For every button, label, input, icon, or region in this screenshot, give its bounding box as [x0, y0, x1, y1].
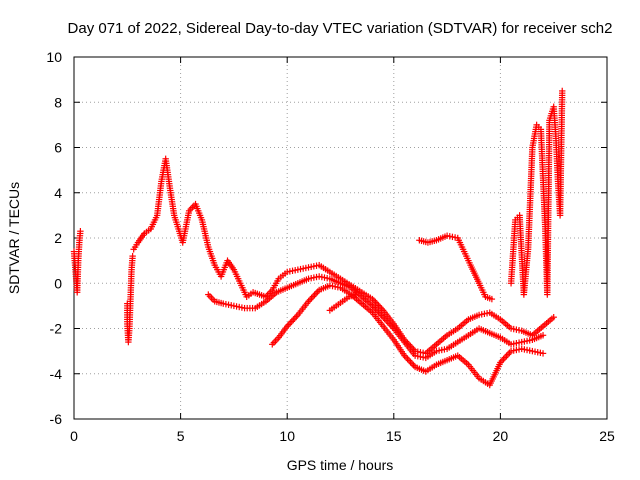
- chart-title: Day 071 of 2022, Sidereal Day-to-day VTE…: [68, 20, 613, 37]
- data-point: [309, 293, 317, 300]
- data-point: [386, 320, 393, 327]
- data-point: [539, 332, 547, 339]
- data-point: [77, 228, 84, 235]
- data-point: [500, 356, 507, 363]
- y-axis-label: SDTVAR / TECUs: [6, 182, 22, 294]
- data-point: [488, 295, 496, 303]
- data-point: [352, 291, 359, 298]
- x-tick-label: 20: [493, 428, 509, 444]
- x-tick-label: 15: [386, 428, 402, 444]
- y-tick-label: 10: [46, 49, 62, 65]
- data-point: [501, 354, 509, 361]
- data-point: [379, 313, 387, 321]
- data-point: [402, 354, 410, 361]
- data-point: [559, 87, 566, 95]
- data-point: [308, 294, 315, 302]
- data-point: [539, 350, 547, 357]
- data-point: [285, 321, 292, 328]
- y-tick-label: 2: [54, 230, 62, 246]
- y-tick-label: 0: [54, 275, 62, 291]
- x-tick-label: 0: [70, 428, 78, 444]
- data-point: [387, 322, 394, 329]
- x-tick-label: 25: [599, 428, 615, 444]
- y-tick-label: -6: [50, 411, 63, 427]
- data-point: [378, 312, 385, 319]
- data-point: [290, 316, 297, 323]
- data-point: [405, 357, 413, 364]
- data-point: [504, 351, 512, 358]
- data-point: [550, 313, 557, 321]
- data-point: [389, 323, 396, 331]
- data-point: [407, 358, 414, 366]
- data-point: [288, 318, 295, 325]
- data-point: [306, 296, 314, 303]
- data-point: [404, 355, 411, 363]
- data-point: [408, 360, 416, 367]
- y-tick-label: -4: [50, 366, 63, 382]
- x-axis-label: GPS time / hours: [287, 457, 394, 473]
- x-tick-label: 5: [177, 428, 185, 444]
- y-tick-label: -2: [50, 321, 63, 337]
- data-point: [129, 252, 136, 260]
- x-tick-label: 10: [279, 428, 295, 444]
- data-point: [503, 352, 510, 360]
- y-tick-label: 4: [54, 185, 62, 201]
- data-points: [70, 87, 566, 389]
- data-point: [311, 291, 318, 299]
- data-point: [293, 313, 300, 320]
- data-point: [312, 290, 320, 297]
- y-tick-label: 8: [54, 94, 62, 110]
- axis-ticks: 0 5 10 15 20 25 -6 -4 -2 0 2 4 6 8 10: [46, 49, 615, 444]
- y-tick-label: 6: [54, 140, 62, 156]
- data-point: [287, 319, 294, 327]
- data-point: [291, 314, 299, 322]
